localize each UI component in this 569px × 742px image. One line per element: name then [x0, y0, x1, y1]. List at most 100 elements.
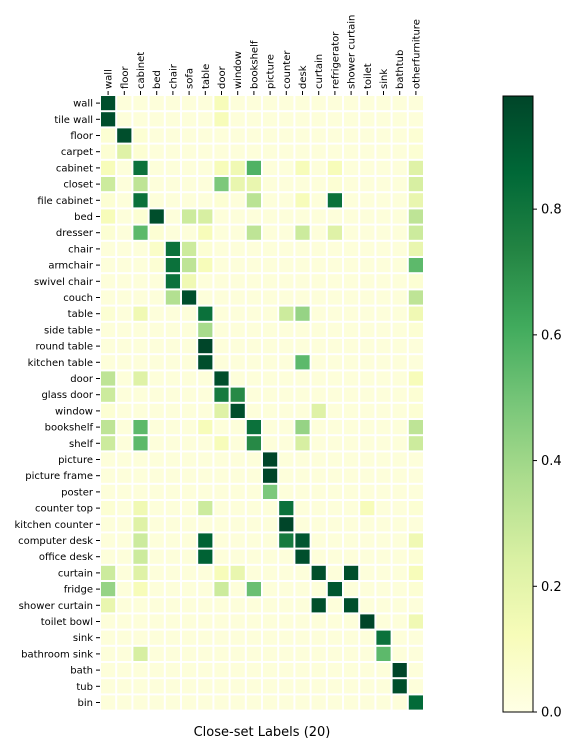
heatmap-cell [408, 663, 423, 678]
heatmap-cell [165, 565, 180, 580]
heatmap-cell [198, 679, 213, 694]
heatmap-cell [327, 646, 342, 661]
heatmap-cell [133, 436, 148, 451]
heatmap-cell [279, 403, 294, 418]
heatmap-cell [279, 663, 294, 678]
heatmap-cell [327, 96, 342, 111]
heatmap-cell [230, 371, 245, 386]
heatmap-cell [246, 241, 261, 256]
heatmap-cell [344, 306, 359, 321]
heatmap-cell [263, 112, 278, 127]
y-tick-label: bin [78, 698, 93, 709]
heatmap-cell [133, 533, 148, 548]
heatmap-cell [311, 403, 326, 418]
heatmap-cell [230, 501, 245, 516]
heatmap-cell [376, 403, 391, 418]
heatmap-cell [295, 355, 310, 370]
y-tick-label: side table [44, 325, 93, 336]
heatmap-cell [263, 387, 278, 402]
heatmap-cell [263, 193, 278, 208]
heatmap-cell [263, 290, 278, 305]
heatmap-cell [230, 549, 245, 564]
heatmap-cell [101, 403, 116, 418]
heatmap-cell [360, 452, 375, 467]
x-tick-label: shower curtain [347, 15, 358, 89]
y-tick-label: picture frame [25, 471, 93, 482]
heatmap-cell [182, 306, 197, 321]
heatmap-cell [182, 420, 197, 435]
heatmap-cell [133, 322, 148, 337]
heatmap-cell [149, 96, 164, 111]
heatmap-cell [360, 484, 375, 499]
heatmap-cell [344, 225, 359, 240]
heatmap-cell [246, 96, 261, 111]
heatmap-cell [408, 484, 423, 499]
heatmap-cell [214, 339, 229, 354]
heatmap-cell [263, 468, 278, 483]
heatmap-cell [263, 598, 278, 613]
heatmap-cell [214, 663, 229, 678]
heatmap-cell [344, 403, 359, 418]
heatmap-cell [263, 371, 278, 386]
heatmap-cell [182, 258, 197, 273]
heatmap-cell [117, 517, 132, 532]
heatmap-cell [392, 371, 407, 386]
heatmap-cell [214, 144, 229, 159]
heatmap-cell [263, 177, 278, 192]
y-tick-label: bathroom sink [21, 649, 93, 660]
heatmap-cell [149, 144, 164, 159]
heatmap-cell [214, 598, 229, 613]
heatmap-cell [295, 614, 310, 629]
heatmap-cell [182, 241, 197, 256]
heatmap-cell [327, 549, 342, 564]
heatmap-cell [295, 630, 310, 645]
heatmap-cell [279, 274, 294, 289]
heatmap-cell [230, 517, 245, 532]
heatmap-cell [246, 549, 261, 564]
heatmap-cell [408, 501, 423, 516]
heatmap-cell [408, 355, 423, 370]
heatmap-cell [279, 193, 294, 208]
heatmap-cell [165, 209, 180, 224]
heatmap-cell [230, 177, 245, 192]
x-tick-label: sofa [185, 68, 196, 89]
heatmap-cell [133, 258, 148, 273]
heatmap-cell [279, 452, 294, 467]
heatmap-cell [360, 209, 375, 224]
heatmap-cell [198, 160, 213, 175]
heatmap-cell [101, 290, 116, 305]
heatmap-cell [376, 420, 391, 435]
heatmap-cell [279, 160, 294, 175]
heatmap-cell [133, 355, 148, 370]
heatmap-cell [149, 646, 164, 661]
heatmap-cell [279, 209, 294, 224]
heatmap-cell [327, 582, 342, 597]
heatmap-cell [392, 274, 407, 289]
heatmap-cell [133, 630, 148, 645]
heatmap-cell [149, 274, 164, 289]
heatmap-cell [360, 533, 375, 548]
heatmap-cell [149, 177, 164, 192]
heatmap-cell [263, 533, 278, 548]
heatmap-cell [311, 241, 326, 256]
heatmap-cell [376, 322, 391, 337]
heatmap-cell [198, 96, 213, 111]
heatmap-cell [327, 160, 342, 175]
y-tick-label: carpet [61, 147, 93, 158]
heatmap-cell [360, 565, 375, 580]
heatmap-cell [295, 695, 310, 710]
heatmap-cell [311, 582, 326, 597]
heatmap-cell [360, 274, 375, 289]
x-tick-label: table [201, 64, 212, 89]
heatmap-cell [279, 630, 294, 645]
heatmap-cell [344, 501, 359, 516]
heatmap-cell [246, 144, 261, 159]
heatmap-cell [165, 598, 180, 613]
heatmap-cell [263, 144, 278, 159]
heatmap-cell [230, 695, 245, 710]
heatmap-cell [149, 306, 164, 321]
heatmap-cell [101, 646, 116, 661]
heatmap-cell [295, 225, 310, 240]
heatmap-cell [408, 290, 423, 305]
